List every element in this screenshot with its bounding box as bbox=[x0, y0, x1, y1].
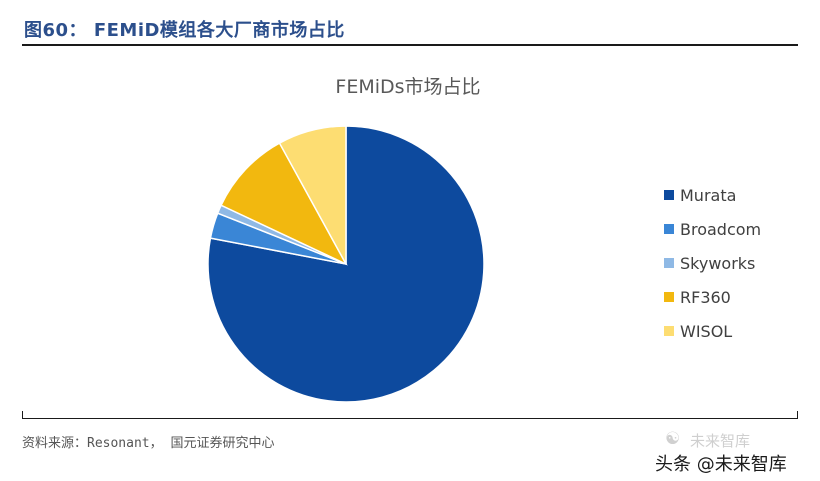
figure-header: 图60： FEMiD模组各大厂商市场占比 bbox=[22, 14, 798, 46]
bottom-rule-tick-left bbox=[22, 411, 23, 419]
legend-swatch-broadcom bbox=[664, 224, 674, 234]
chart-title: FEMiDs市场占比 bbox=[335, 76, 480, 98]
legend-label-wisol: WISOL bbox=[680, 322, 732, 341]
legend-label-broadcom: Broadcom bbox=[680, 220, 761, 239]
pie-slice-rf360 bbox=[220, 142, 348, 266]
legend-label-rf360: RF360 bbox=[680, 288, 731, 307]
bottom-rule bbox=[22, 418, 798, 419]
watermark-bottom-text: 头条 @未来智库 bbox=[655, 454, 787, 475]
figure-title: 图60： FEMiD模组各大厂商市场占比 bbox=[24, 20, 345, 41]
legend-label-skyworks: Skyworks bbox=[680, 254, 755, 273]
watermark-top-text: 未来智库 bbox=[690, 432, 751, 450]
legend-swatch-wisol bbox=[664, 326, 674, 336]
legend-swatch-rf360 bbox=[664, 292, 674, 302]
pie-slice-wisol bbox=[278, 125, 347, 265]
legend-label-murata: Murata bbox=[680, 186, 736, 205]
chart-legend: Murata Broadcom Skyworks RF360 WISOL bbox=[664, 186, 761, 341]
legend-swatch-murata bbox=[664, 190, 674, 200]
figure-source: 资料来源：Resonant， 国元证券研究中心 bbox=[22, 436, 275, 451]
pie-slices bbox=[207, 125, 485, 403]
legend-swatch-skyworks bbox=[664, 258, 674, 268]
bottom-rule-tick-right bbox=[797, 411, 798, 419]
wechat-icon: ☯ bbox=[665, 429, 681, 449]
